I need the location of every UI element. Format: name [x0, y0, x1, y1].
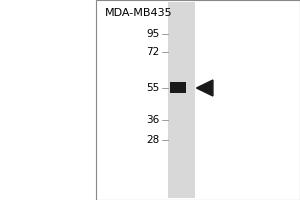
Polygon shape	[196, 80, 213, 96]
Text: 55: 55	[146, 83, 159, 93]
Bar	[96, 0, 300, 200]
Text: 36: 36	[146, 115, 159, 125]
Bar	[168, 2, 195, 198]
Text: 72: 72	[146, 47, 159, 57]
Bar	[170, 82, 186, 93]
Text: 28: 28	[146, 135, 159, 145]
Text: 95: 95	[146, 29, 159, 39]
Text: MDA-MB435: MDA-MB435	[105, 8, 172, 18]
